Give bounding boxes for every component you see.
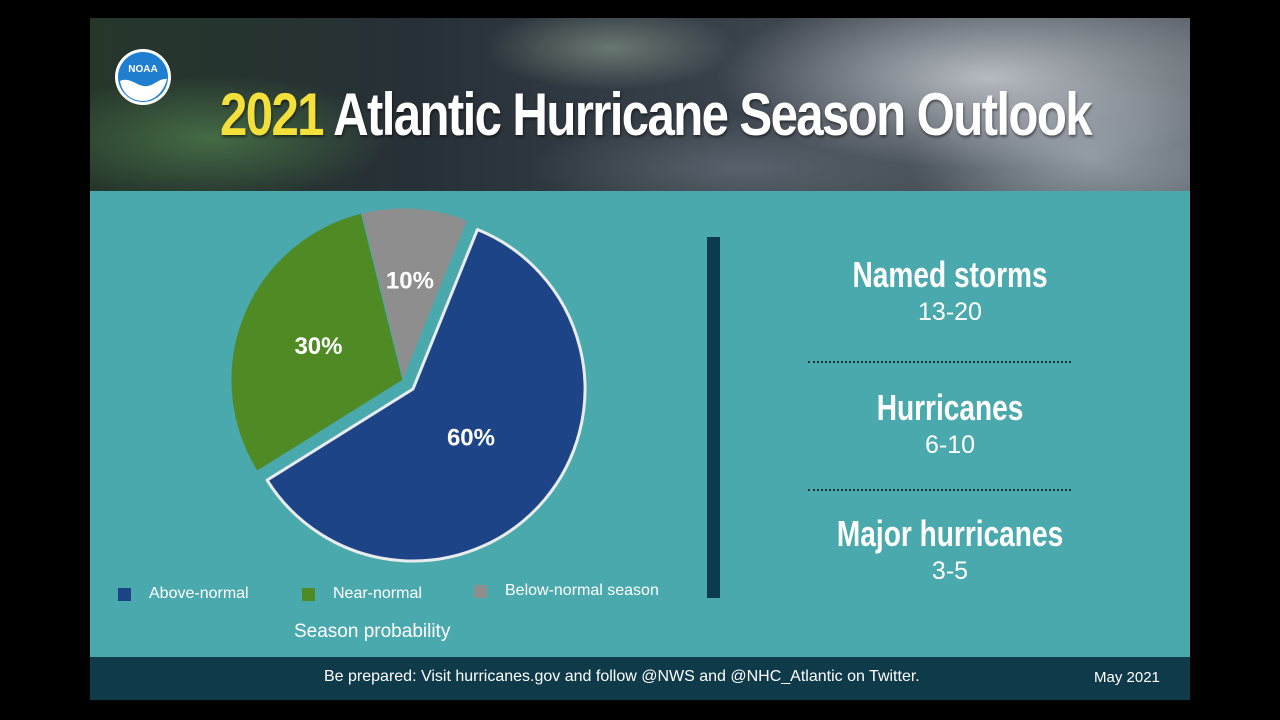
legend-swatch-near xyxy=(302,587,315,601)
legend-label-below: Below-normal season xyxy=(505,582,659,599)
stat-hurricanes: Hurricanes 6-10 xyxy=(790,388,1110,460)
logo-text: NOAA xyxy=(128,64,157,75)
stat-label-named-storms: Named storms xyxy=(852,254,1048,295)
footer-date: May 2021 xyxy=(1094,669,1160,686)
stat-label-major-hurricanes: Major hurricanes xyxy=(836,513,1064,554)
legend-swatch-above xyxy=(118,587,131,601)
legend-swatch-below xyxy=(474,584,487,598)
pie-label-below-normal: 10% xyxy=(386,267,434,294)
pie-label-above-normal: 60% xyxy=(447,425,495,452)
noaa-logo-icon: NOAA xyxy=(115,49,171,105)
legend-label-above: Above-normal xyxy=(149,585,249,602)
stat-named-storms: Named storms 13-20 xyxy=(790,255,1110,327)
vertical-divider xyxy=(707,237,720,598)
legend-near-normal: Near-normal xyxy=(302,583,422,605)
pie-slice-near-normal xyxy=(230,212,404,472)
dotted-separator xyxy=(808,361,1071,363)
title-text: Atlantic Hurricane Season Outlook xyxy=(333,81,1092,148)
stat-value-hurricanes: 6-10 xyxy=(924,431,976,459)
chart-caption: Season probability xyxy=(294,621,451,642)
stat-major-hurricanes: Major hurricanes 3-5 xyxy=(790,514,1110,586)
pie-label-near-normal: 30% xyxy=(294,333,342,360)
footer-message: Be prepared: Visit hurricanes.gov and fo… xyxy=(324,668,920,685)
probability-pie-chart: 60% 30% 10% xyxy=(230,207,587,563)
stat-label-hurricanes: Hurricanes xyxy=(876,387,1024,428)
dotted-separator xyxy=(808,489,1071,491)
legend-above-normal: Above-normal xyxy=(118,583,249,605)
stat-value-named-storms: 13-20 xyxy=(918,298,982,326)
stat-value-major-hurricanes: 3-5 xyxy=(931,557,969,585)
pie-slice-below-normal xyxy=(360,207,468,381)
page-title: 2021 Atlantic Hurricane Season Outlook xyxy=(220,80,1093,150)
legend-label-near: Near-normal xyxy=(333,585,422,602)
pie-slice-above-normal xyxy=(265,228,587,563)
satellite-banner: NOAA 2021 Atlantic Hurricane Season Outl… xyxy=(90,18,1190,191)
title-year: 2021 xyxy=(220,81,325,148)
outlook-slide: NOAA 2021 Atlantic Hurricane Season Outl… xyxy=(90,18,1190,700)
footer-bar: Be prepared: Visit hurricanes.gov and fo… xyxy=(90,657,1190,700)
legend-below-normal: Below-normal season xyxy=(474,580,659,602)
